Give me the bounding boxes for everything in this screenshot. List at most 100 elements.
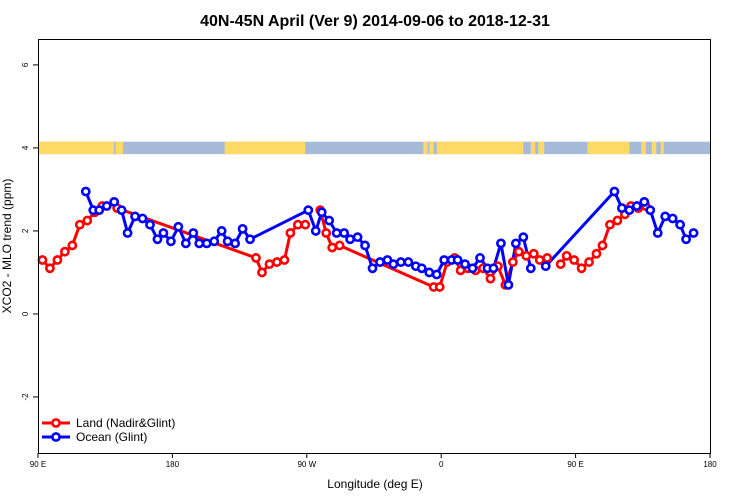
ocean-data-point	[660, 211, 671, 222]
ocean-data-point	[667, 213, 678, 224]
land-data-point	[300, 219, 311, 230]
land-data-point	[334, 240, 345, 251]
ocean-data-point	[424, 267, 435, 278]
x-tick-label: 90 E	[30, 460, 46, 469]
land-data-point	[513, 246, 524, 257]
land-data-point	[257, 267, 267, 278]
y-tick-label: 6	[21, 62, 30, 67]
ocean-data-point	[109, 196, 120, 207]
land-data-point	[292, 219, 303, 230]
land-data-point	[59, 246, 70, 257]
ocean-data-point	[216, 226, 227, 236]
ocean-data-point	[310, 226, 321, 236]
land-band	[660, 141, 664, 155]
ocean-legend-marker	[51, 432, 61, 442]
x-axis: 90 E 180 90 W 0 90 E 180	[30, 453, 717, 469]
ocean-data-point	[510, 238, 521, 249]
ocean-data-point	[237, 223, 248, 234]
ocean-data-point	[316, 207, 327, 218]
x-tick-label: 180	[703, 460, 717, 469]
plot-frame	[38, 39, 711, 454]
land-data-point	[507, 257, 518, 267]
land-data-point	[279, 255, 290, 265]
x-tick-label: 180	[166, 460, 180, 469]
land-band	[224, 141, 306, 155]
land-band	[587, 141, 630, 155]
ocean-data-point	[395, 257, 406, 267]
land-data-point	[534, 255, 545, 265]
ocean-data-point	[488, 263, 499, 274]
ocean-data-point	[518, 232, 529, 243]
land-data-point	[434, 282, 445, 292]
land-data-point	[528, 248, 539, 259]
y-tick-label: 0	[21, 311, 30, 316]
ocean-data-point	[94, 205, 105, 216]
ocean-data-point	[616, 203, 627, 214]
ocean-data-point	[188, 228, 199, 238]
ocean-data-point	[345, 234, 356, 245]
land-data-point	[576, 263, 587, 274]
ocean-data-point	[130, 211, 140, 222]
ocean-data-point	[360, 240, 370, 251]
land-band	[115, 141, 121, 155]
land-legend-label: Land (Nadir&Glint)	[76, 416, 175, 430]
ocean-data-point	[645, 205, 656, 216]
ocean-data-point	[331, 228, 342, 238]
ocean-data-point	[173, 221, 184, 232]
land-data-point	[485, 273, 496, 284]
ocean-data-point	[503, 279, 514, 290]
y-axis-label: XCO2 - MLO trend (ppm)	[0, 179, 14, 314]
land-legend-marker	[51, 418, 61, 428]
land-ocean-strip	[38, 141, 710, 155]
land-data-point	[52, 255, 63, 265]
land-data-point	[321, 228, 332, 238]
land-data-point	[605, 219, 615, 230]
ocean-data-point	[688, 228, 699, 238]
ocean-data-point	[80, 186, 91, 197]
ocean-data-point	[201, 238, 212, 249]
land-data-point	[597, 240, 608, 251]
ocean-data-point	[245, 234, 255, 245]
ocean-data-point	[439, 255, 450, 265]
ocean-data-point	[431, 269, 442, 280]
land-data-point	[272, 257, 282, 267]
ocean-data-point	[540, 261, 551, 272]
land-band	[641, 141, 646, 155]
land-data-point	[542, 253, 553, 263]
land-data-point	[37, 255, 48, 265]
ocean-data-point	[303, 205, 314, 216]
land-data-point	[45, 263, 55, 274]
ocean-data-point	[180, 238, 191, 249]
land-data-point	[251, 253, 261, 263]
ocean-data-point	[475, 253, 485, 263]
land-data-point	[264, 259, 275, 270]
x-tick-label: 0	[439, 460, 444, 469]
series-points	[37, 186, 699, 292]
y-tick-label: 2	[21, 228, 30, 233]
ocean-data-point	[609, 186, 620, 197]
ocean-data-point	[230, 238, 241, 249]
ocean-data-point	[452, 255, 463, 265]
land-band	[651, 141, 657, 155]
land-data-point	[521, 250, 532, 261]
land-band	[429, 141, 434, 155]
ocean-data-point	[675, 219, 686, 230]
ocean-data-point	[403, 257, 414, 267]
legend: Land (Nadir&Glint)Ocean (Glint)	[42, 416, 175, 444]
ocean-data-point	[158, 228, 169, 238]
land-band	[423, 141, 428, 155]
land-band	[436, 141, 524, 155]
x-axis-label: Longitude (deg E)	[327, 477, 422, 491]
ocean-data-point	[122, 228, 133, 238]
ocean-legend-label: Ocean (Glint)	[76, 430, 147, 444]
ocean-data-point	[624, 205, 635, 216]
land-band	[538, 141, 545, 155]
ocean-data-point	[137, 213, 148, 224]
land-data-point	[561, 250, 572, 261]
land-data-point	[74, 219, 85, 230]
ocean-series-line	[84, 190, 695, 287]
land-data-point	[67, 240, 78, 251]
land-data-point	[591, 248, 602, 259]
ocean-data-point	[467, 263, 478, 274]
